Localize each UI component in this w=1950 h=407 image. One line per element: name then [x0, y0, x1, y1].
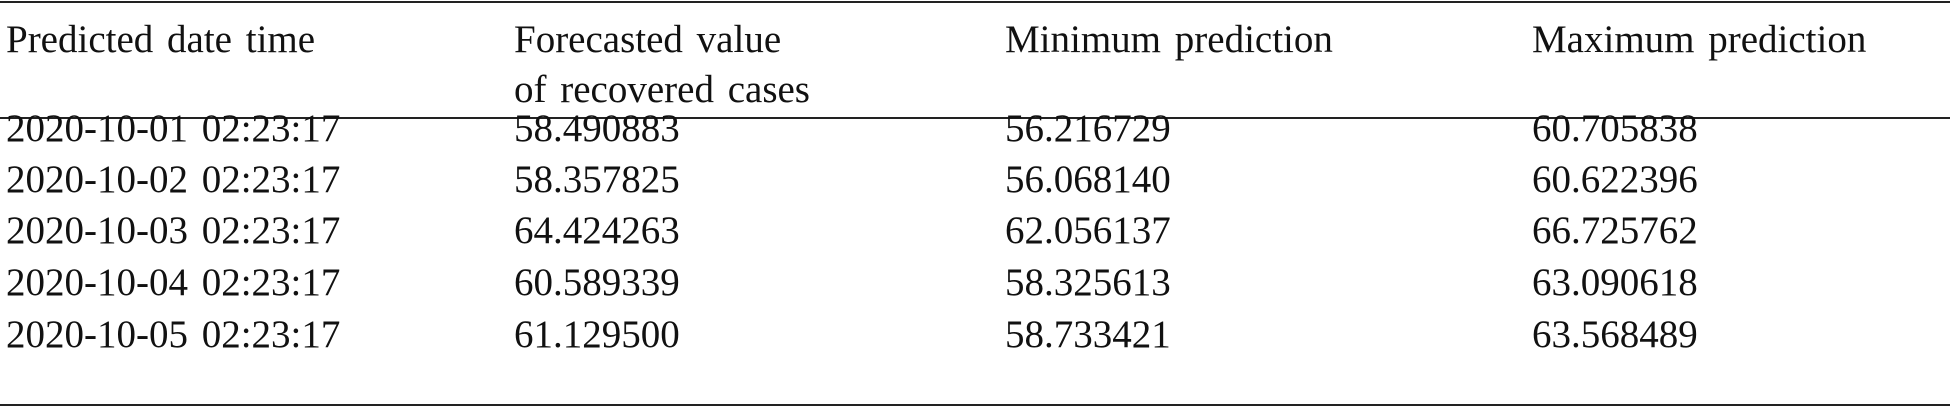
- table-cell: 64.424263: [514, 209, 680, 252]
- table-cell: 63.090618: [1532, 261, 1698, 304]
- table-cell: 58.357825: [514, 158, 680, 201]
- table-cell: 58.733421: [1005, 313, 1171, 356]
- table-cell: 66.725762: [1532, 209, 1698, 252]
- table-cell: 62.056137: [1005, 209, 1171, 252]
- table-cell: 58.490883: [514, 107, 680, 150]
- table-cell: 60.589339: [514, 261, 680, 304]
- table-cell: 2020-10-03 02:23:17: [6, 209, 341, 252]
- table-cell: 2020-10-01 02:23:17: [6, 107, 341, 150]
- header-cell: of recovered cases: [514, 68, 810, 111]
- header-cell: Minimum prediction: [1005, 18, 1333, 61]
- table-cell: 56.068140: [1005, 158, 1171, 201]
- header-cell: Maximum prediction: [1532, 18, 1867, 61]
- table-cell: 60.622396: [1532, 158, 1698, 201]
- table-cell: 60.705838: [1532, 107, 1698, 150]
- header-cell: Predicted date time: [6, 18, 316, 61]
- table-cell: 58.325613: [1005, 261, 1171, 304]
- table-cell: 2020-10-02 02:23:17: [6, 158, 341, 201]
- bottom-rule: [0, 404, 1950, 406]
- table-cell: 2020-10-05 02:23:17: [6, 313, 341, 356]
- header-rule: [0, 117, 1950, 119]
- table-cell: 56.216729: [1005, 107, 1171, 150]
- header-cell: Forecasted value: [514, 18, 782, 61]
- table-cell: 63.568489: [1532, 313, 1698, 356]
- top-rule: [0, 1, 1950, 3]
- table-cell: 2020-10-04 02:23:17: [6, 261, 341, 304]
- table-cell: 61.129500: [514, 313, 680, 356]
